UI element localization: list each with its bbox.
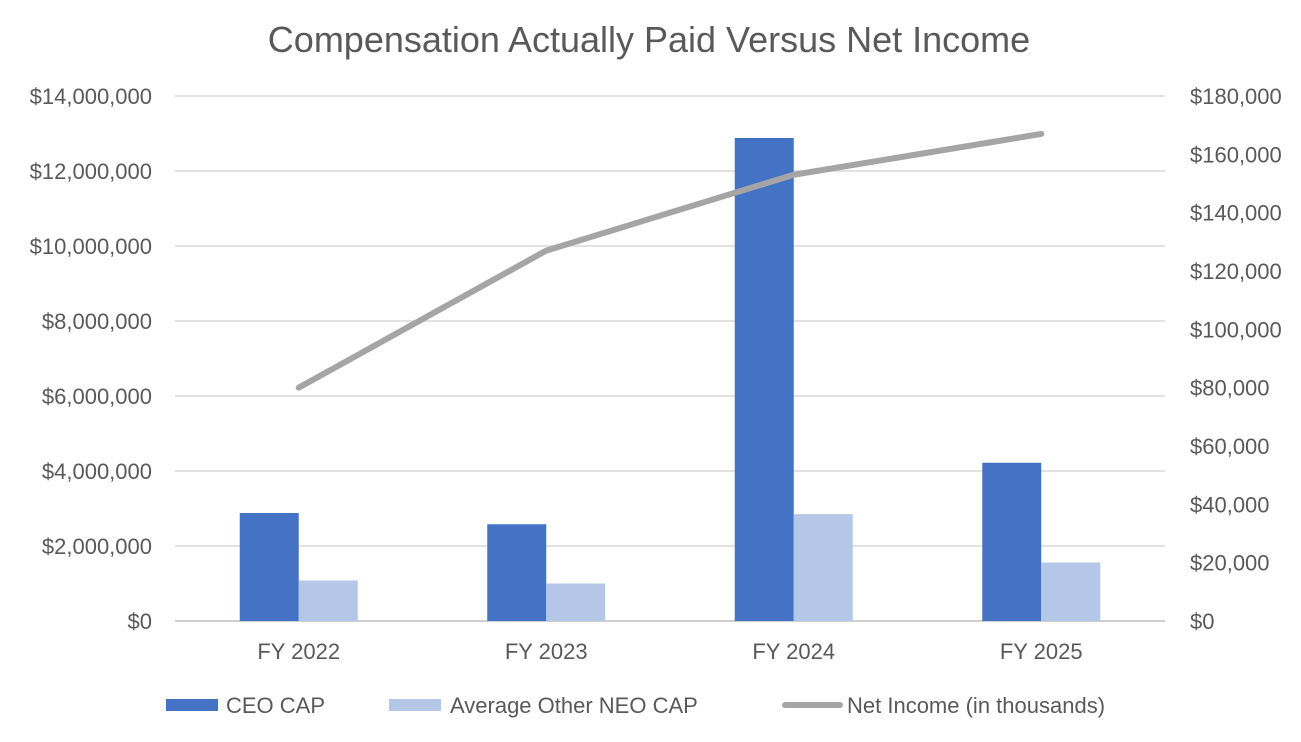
right-tick-label: $60,000 [1190,434,1270,459]
right-tick-label: $140,000 [1190,201,1282,226]
neo-cap-bar [1041,562,1101,621]
right-tick-label: $180,000 [1190,84,1282,109]
left-tick-label: $2,000,000 [42,534,152,559]
neo-cap-bar [546,583,606,621]
left-tick-label: $14,000,000 [30,84,152,109]
legend-swatch-neo-cap [389,699,441,711]
left-tick-label: $0 [128,609,152,634]
x-axis: FY 2022 FY 2023 FY 2024 FY 2025 [257,639,1082,664]
x-tick-label: FY 2025 [1000,639,1083,664]
net-income-line-group [295,130,1045,391]
right-tick-label: $120,000 [1190,259,1282,284]
legend-label: CEO CAP [226,693,325,718]
legend-swatch-ceo-cap [166,699,218,711]
legend-label: Average Other NEO CAP [450,693,698,718]
left-tick-label: $12,000,000 [30,159,152,184]
right-tick-label: $20,000 [1190,551,1270,576]
ceo-cap-bar [982,462,1042,621]
right-tick-label: $160,000 [1190,142,1282,167]
left-tick-label: $6,000,000 [42,384,152,409]
grid [175,95,1165,622]
x-tick-label: FY 2024 [752,639,835,664]
ceo-cap-bar [734,138,794,621]
ceo-cap-bar [487,524,547,621]
right-tick-label: $40,000 [1190,492,1270,517]
ceo-cap-bar [239,513,299,621]
right-tick-label: $80,000 [1190,376,1270,401]
net-income-line [295,130,1045,391]
x-tick-label: FY 2022 [257,639,340,664]
neo-cap-bar [298,580,358,621]
chart-title: Compensation Actually Paid Versus Net In… [268,19,1030,60]
left-tick-label: $10,000,000 [30,234,152,259]
x-tick-label: FY 2023 [505,639,588,664]
right-tick-label: $0 [1190,609,1214,634]
right-tick-label: $100,000 [1190,317,1282,342]
legend-label: Net Income (in thousands) [847,693,1105,718]
left-tick-label: $8,000,000 [42,309,152,334]
left-axis: $0 $2,000,000 $4,000,000 $6,000,000 $8,000,0… [30,84,152,634]
bars [239,138,1101,621]
legend: CEO CAP Average Other NEO CAP Net Income (… [166,693,1105,718]
left-tick-label: $4,000,000 [42,459,152,484]
neo-cap-bar [793,514,853,621]
right-axis: $0 $20,000 $40,000 $60,000 $80,000 $100,000 $1… [1190,84,1282,634]
